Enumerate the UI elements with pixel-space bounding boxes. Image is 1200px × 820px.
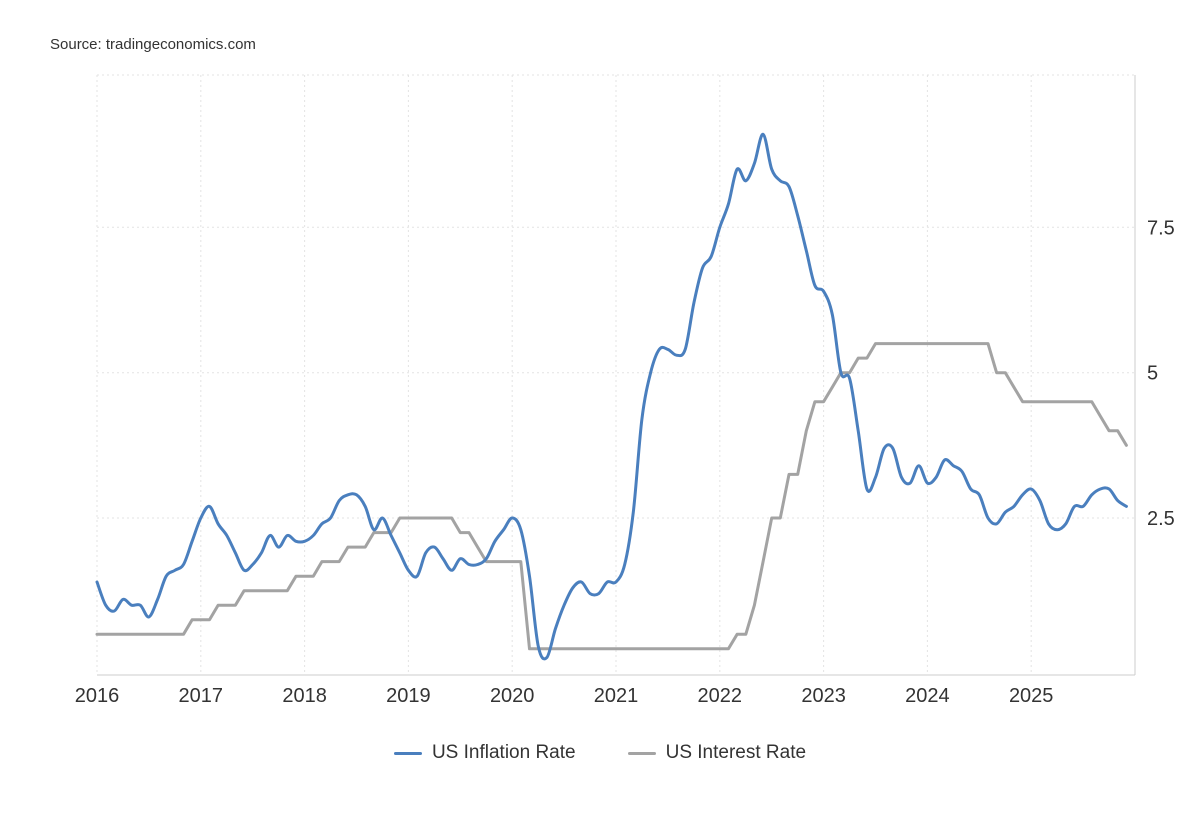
y-tick-label: 7.5 [1147, 217, 1175, 239]
legend-item-interest[interactable]: US Interest Rate [627, 742, 807, 764]
x-tick-label: 2018 [282, 685, 327, 707]
inflation-rate-line [95, 132, 1128, 661]
x-tick-label: 2021 [594, 685, 639, 707]
legend-label-interest: US Interest Rate [665, 742, 807, 763]
x-tick-label: 2024 [905, 685, 950, 707]
x-tick-label: 2025 [1009, 685, 1054, 707]
y-tick-label: 2.5 [1147, 508, 1175, 530]
x-tick-label: 2023 [801, 685, 846, 707]
x-tick-label: 2019 [386, 685, 431, 707]
interest-line-swatch [627, 751, 656, 755]
x-tick-label: 2017 [179, 685, 224, 707]
x-tick-label: 2022 [698, 685, 743, 707]
chart-canvas: 2016 2017 2018 2019 2020 2021 2022 2023 2024 2025… [75, 74, 1175, 707]
x-tick-label: 2016 [75, 685, 120, 707]
chart-legend: US Inflation Rate US Interest Rate [0, 742, 1200, 764]
interest-rate-line [95, 342, 1128, 651]
legend-item-inflation[interactable]: US Inflation Rate [393, 742, 576, 764]
x-tick-label: 2020 [490, 685, 535, 707]
y-tick-label: 5 [1147, 363, 1158, 385]
inflation-line-swatch [393, 751, 422, 755]
legend-label-inflation: US Inflation Rate [431, 742, 576, 763]
source-label: Source: tradingeconomics.com [50, 36, 256, 53]
